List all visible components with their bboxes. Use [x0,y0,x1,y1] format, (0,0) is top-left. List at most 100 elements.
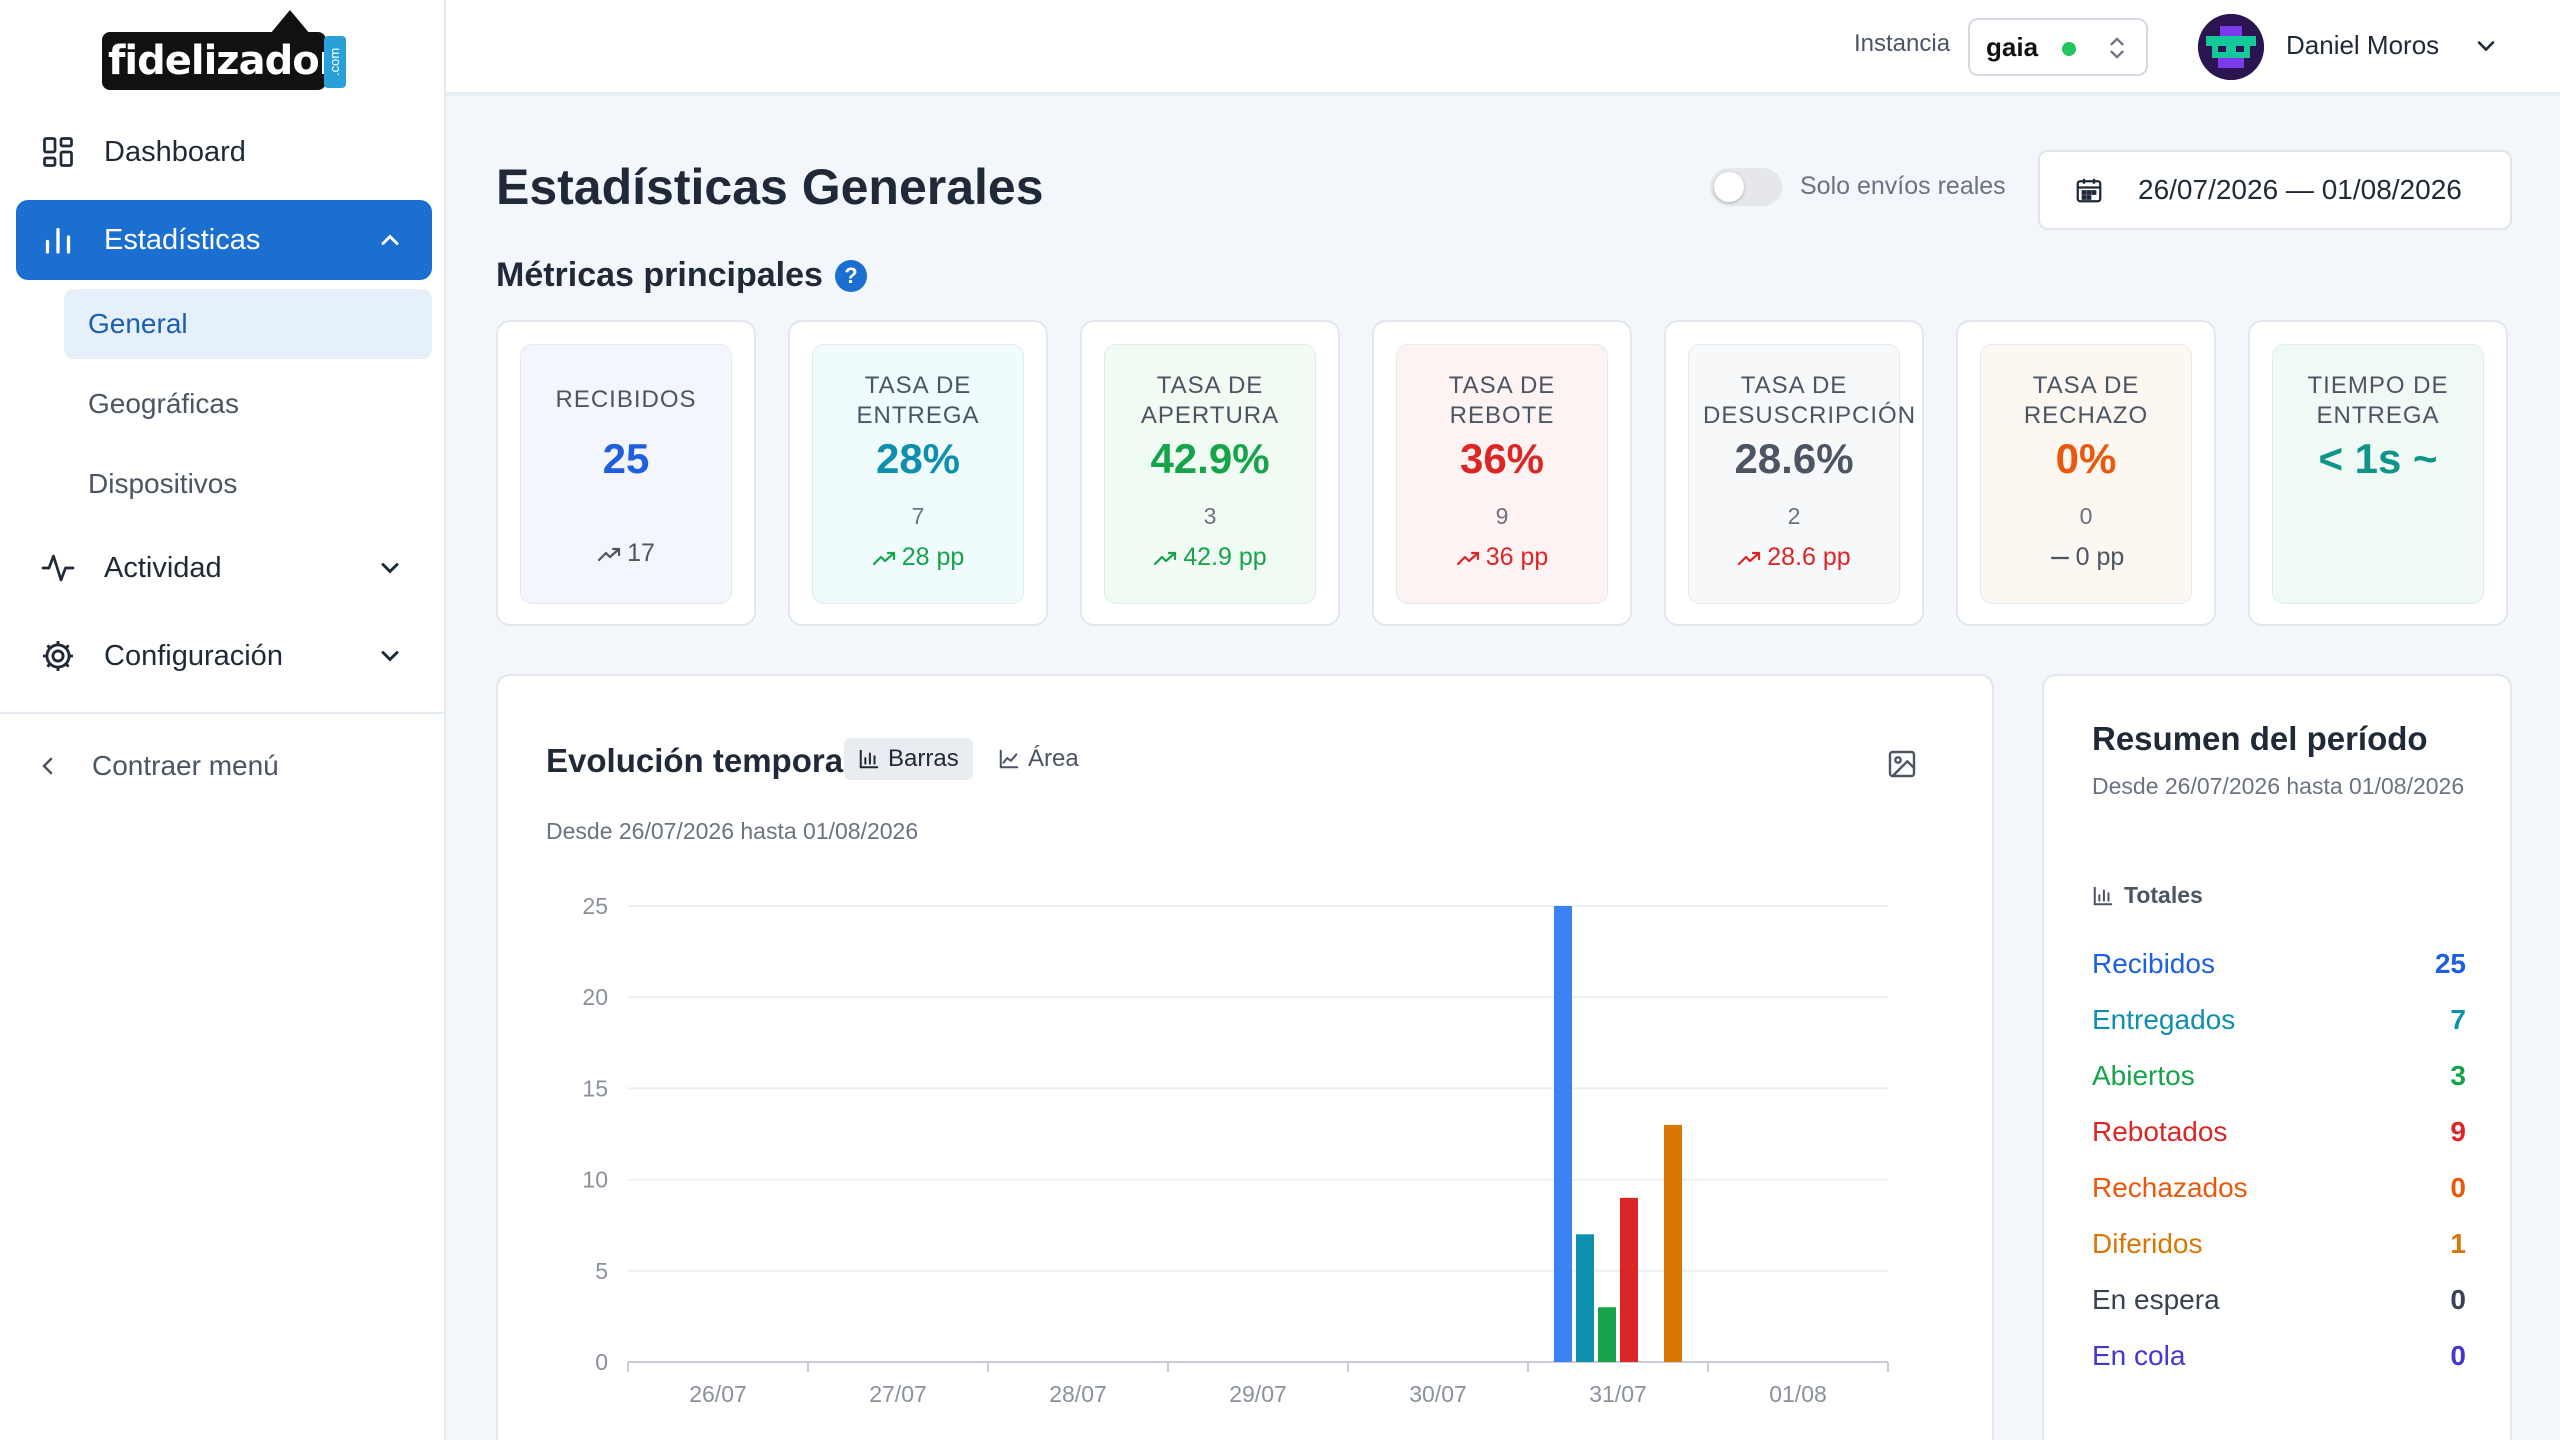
metric-label: TIEMPO DE ENTREGA [2307,372,2449,429]
chevron-down-icon [381,563,399,574]
metric-value: 28.6% [1734,435,1854,482]
section-title-text: Métricas principales [496,256,823,294]
metric-count: 2 [1787,503,1801,529]
sidebar-item-label: Actividad [104,551,222,584]
summary-totals-label: Totales [2124,882,2203,908]
summary-card: Resumen del período Desde 26/07/2026 has… [2042,674,2512,1440]
summary-row-label: Recibidos [2092,948,2215,979]
metric-delta: 17 [521,539,731,568]
summary-row-value: 0 [2450,1172,2466,1203]
summary-row: Recibidos 25 [2092,936,2466,992]
bar-recibidos [1554,906,1572,1362]
instance-label: Instancia [1854,30,1951,57]
dashboard-icon [38,132,78,172]
metric-value: 0% [2055,435,2117,482]
chevron-down-icon[interactable] [2472,32,2500,60]
summary-row-value: 7 [2450,1004,2466,1035]
x-tick-label: 29/07 [1229,1381,1287,1407]
export-image-icon[interactable] [1886,748,1918,780]
metric-value: 42.9% [1150,435,1270,482]
tab-bars-label: Barras [888,745,959,772]
fidelizador-logo[interactable]: fidelizador .com [102,10,346,90]
summary-row-value: 0 [2450,1340,2466,1371]
chevron-left-icon [42,757,53,775]
x-tick-label: 31/07 [1589,1381,1647,1407]
summary-row: Abiertos 3 [2092,1048,2466,1104]
summary-title: Resumen del período [2092,720,2428,757]
real-sends-label: Solo envíos reales [1800,172,2006,200]
tab-area[interactable]: Área [998,738,1079,780]
main-content: Estadísticas Generales Solo envíos reale… [446,96,2560,1440]
collapse-menu-button[interactable]: Contraer menú [36,740,279,792]
bar-chart-icon [38,220,78,260]
chart-subtitle: Desde 26/07/2026 hasta 01/08/2026 [546,818,919,844]
help-icon[interactable]: ? [834,259,867,292]
bar-diferidos [1664,1124,1682,1362]
sidebar: fidelizador .com Dashboard Estadísticas … [0,0,446,1440]
metric-card-inner: RECIBIDOS 25 17 [520,344,732,604]
instance-select[interactable]: gaia [1968,18,2148,76]
calendar-icon [2076,178,2102,203]
summary-row: En cola 0 [2092,1328,2466,1384]
metric-count: 7 [911,503,925,529]
chart-title: Evolución temporal [546,742,853,779]
metric-card-inner: TASA DE DESUSCRIPCIÓN 28.6% 2 28.6 pp [1688,344,1915,604]
metric-delta-value: 36 pp [1485,543,1549,571]
y-tick-label: 5 [595,1258,608,1284]
bar-chart: 0 5 10 15 20 25 26/07 27/07 28/07 29/07 30/07 31/07… [582,896,1889,1407]
trending-up-icon [1737,549,1767,567]
metric-value: 36% [1459,435,1545,482]
metric-label: TASA DE APERTURA [1140,372,1280,429]
metric-card: TASA DE REBOTE 36% 9 36 pp [1372,320,1632,626]
metric-delta: 28.6 pp [1689,543,1899,572]
instance-status-dot [2062,42,2076,56]
sidebar-item-configuracion[interactable]: Configuración [16,616,432,696]
date-range-picker[interactable]: 26/07/2026 — 01/08/2026 [2038,150,2512,230]
sidebar-item-label: Configuración [104,639,283,672]
metric-value: 25 [602,435,650,482]
metric-count: 9 [1495,503,1509,529]
date-range-value: 26/07/2026 — 01/08/2026 [2138,174,2462,205]
activity-icon [38,548,78,588]
sidebar-item-estadisticas[interactable]: Estadísticas [16,200,432,280]
tab-bars[interactable]: Barras [844,738,973,780]
instance-value: gaia [1986,31,2039,62]
summary-row-value: 1 [2450,1228,2466,1259]
metric-delta-value: 17 [627,539,655,567]
metric-delta: 42.9 pp [1105,543,1315,572]
avatar[interactable] [2198,14,2264,80]
summary-row-value: 25 [2434,948,2466,979]
metric-value: < 1s ~ [2318,435,2438,482]
metric-card-inner: TASA DE ENTREGA 28% 7 28 pp [812,344,1024,604]
summary-row-label: En cola [2092,1340,2186,1371]
bar-chart-icon [2093,886,2113,905]
metric-label: TASA DE REBOTE [1448,372,1556,429]
metric-label: TASA DE ENTREGA [856,372,980,429]
metric-delta: 0 pp [1981,543,2191,572]
sidebar-subitem-dispositivos[interactable]: Dispositivos [88,468,238,499]
sidebar-item-dashboard[interactable]: Dashboard [16,112,432,192]
summary-row-value: 3 [2450,1060,2466,1091]
user-name[interactable]: Daniel Moros [2286,30,2440,60]
metric-card: TASA DE RECHAZO 0% 0 0 pp [1956,320,2216,626]
real-sends-toggle[interactable] [1710,168,1782,206]
gear-icon [38,636,78,676]
x-tick-label: 30/07 [1409,1381,1467,1407]
logo-text: fidelizador [102,32,338,90]
sidebar-subitem-general[interactable]: General [64,289,432,359]
summary-row-label: Entregados [2092,1004,2236,1035]
metric-delta: 28 pp [813,543,1023,572]
metric-count: 3 [1203,503,1217,529]
sidebar-item-actividad[interactable]: Actividad [16,528,432,608]
x-tick-label: 28/07 [1049,1381,1107,1407]
metric-card-inner: TASA DE RECHAZO 0% 0 0 pp [1980,344,2192,604]
trending-up-icon [1153,549,1183,567]
summary-row-label: En espera [2092,1284,2220,1315]
select-arrows-icon [2110,37,2124,59]
sidebar-subitem-geograficas[interactable]: Geográficas [88,388,239,419]
line-chart-icon [999,749,1019,769]
metric-card: TASA DE APERTURA 42.9% 3 42.9 pp [1080,320,1340,626]
chevron-up-icon [381,234,399,245]
y-tick-label: 25 [582,896,608,919]
trending-up-icon [1456,549,1486,567]
